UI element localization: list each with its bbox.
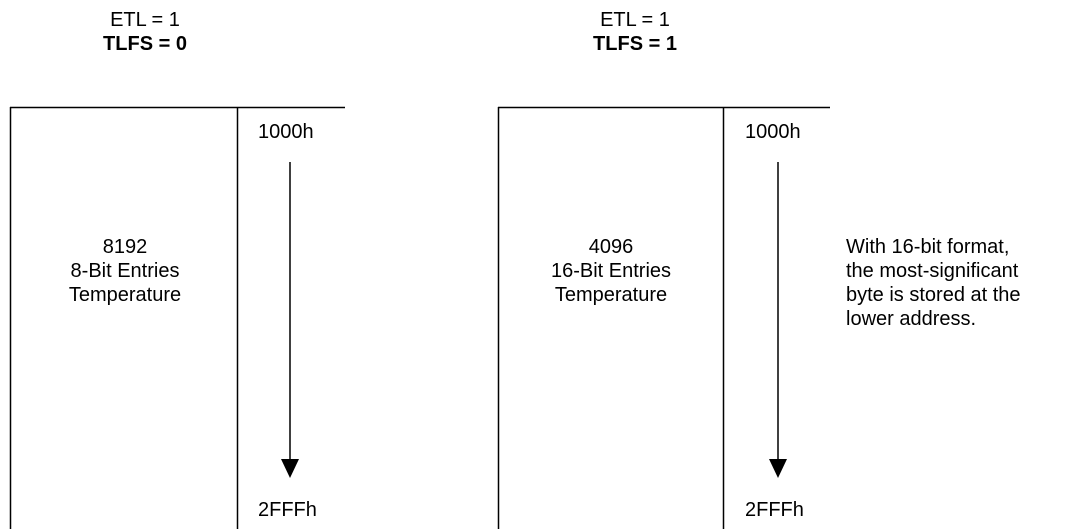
- left-entries-description: 8192 8-Bit Entries Temperature: [40, 235, 210, 307]
- right-arrow-head: [769, 459, 787, 478]
- right-entry-count: 4096: [588, 236, 634, 258]
- right-header-tlfs: TLFS = 1: [593, 33, 677, 55]
- left-entry-content: Temperature: [68, 284, 182, 306]
- left-entry-count: 8192: [102, 236, 148, 258]
- right-memory-block: [497, 106, 830, 529]
- right-header-etl: ETL = 1: [600, 9, 670, 31]
- left-header-etl: ETL = 1: [110, 9, 180, 31]
- left-start-address: 1000h: [258, 121, 314, 143]
- right-end-address: 2FFFh: [745, 499, 804, 521]
- byte-order-note: With 16-bit format, the most-significant…: [846, 236, 1021, 330]
- right-entry-type: 16-Bit Entries: [550, 260, 672, 282]
- right-entries-description: 4096 16-Bit Entries Temperature: [526, 235, 696, 307]
- left-end-address: 2FFFh: [258, 499, 317, 521]
- left-header-tlfs: TLFS = 0: [103, 33, 187, 55]
- left-header: ETL = 1 TLFS = 0: [60, 8, 230, 56]
- left-arrow-head: [281, 459, 299, 478]
- right-start-address: 1000h: [745, 121, 801, 143]
- left-entry-type: 8-Bit Entries: [70, 260, 180, 282]
- left-memory-block: [9, 106, 345, 529]
- right-header: ETL = 1 TLFS = 1: [550, 8, 720, 56]
- right-entry-content: Temperature: [554, 284, 668, 306]
